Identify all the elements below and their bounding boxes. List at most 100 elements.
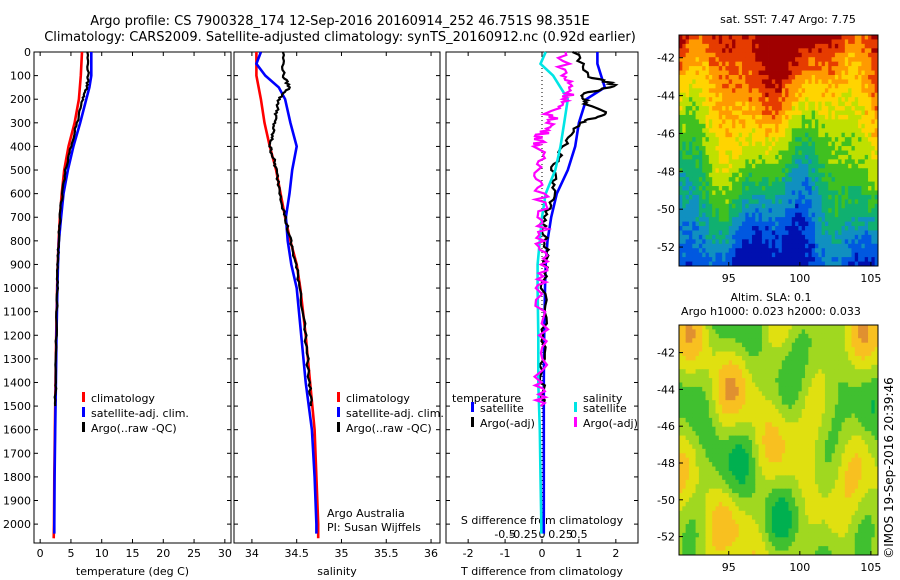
sst_map-cell [692, 48, 696, 54]
sla_map-cell [854, 435, 859, 441]
sla_map-cell [808, 355, 813, 361]
sla_map-cell [808, 400, 813, 406]
sla_map-cell [718, 386, 723, 392]
sst_map-cell [851, 132, 856, 138]
sst_map-cell [755, 150, 759, 156]
sst_map-cell [778, 88, 783, 94]
sst_map-cell [795, 208, 799, 214]
sst_map-cell [824, 194, 829, 200]
sla_map-cell [718, 325, 723, 330]
sla_map-cell [751, 369, 756, 375]
sla_map-cell [864, 431, 869, 436]
sst_map-cell [874, 150, 879, 156]
sst_map-cell [712, 123, 716, 129]
sla_map-cell [712, 369, 716, 375]
sst_map-cell [848, 92, 852, 98]
sst_map-cell [781, 181, 786, 187]
sst_map-cell [788, 110, 793, 116]
sla_map-cell [821, 378, 826, 383]
sla_map-cell [811, 422, 816, 428]
sst_map-cell [858, 243, 862, 249]
sla_map-cell [838, 426, 842, 432]
sst_map-cell [838, 217, 842, 222]
sst_map-cell [858, 97, 862, 103]
sst_map-cell [725, 257, 730, 262]
sst_map-cell [692, 181, 696, 187]
sla_map-cell [702, 364, 706, 370]
sst_map-cell [679, 141, 683, 147]
sst_map-cell [688, 92, 693, 98]
sst_map-cell [795, 70, 799, 76]
sla_map-cell [861, 333, 866, 339]
sst_map-cell [828, 252, 832, 258]
sst_map-cell [771, 123, 776, 129]
sla_map-cell [751, 355, 756, 361]
sla_map-cell [712, 333, 716, 339]
sst_map-cell [688, 74, 693, 80]
sst_map-cell [791, 230, 796, 236]
sst_map-cell [732, 137, 736, 143]
sla_map-cell [712, 373, 716, 379]
sla_map-cell [868, 404, 872, 410]
sst_map-cell [692, 83, 696, 89]
sst_map-cell [795, 199, 799, 205]
sla_map-cell [768, 400, 773, 406]
sla_map-cell [808, 435, 813, 441]
sst_map-cell [728, 61, 733, 67]
sst_map-cell [708, 70, 713, 76]
sla_map-cell [748, 342, 753, 348]
sst_map-cell [834, 252, 839, 258]
sst_map-cell [702, 74, 706, 80]
sla_map-cell [745, 360, 750, 366]
sla_map-cell [751, 373, 756, 379]
sst_map-cell [771, 83, 776, 89]
sst_map-cell [688, 39, 693, 45]
sla_map-cell [841, 333, 846, 339]
sla_map-cell [791, 360, 796, 366]
sla_map-cell [748, 395, 753, 401]
sla_map-cell [725, 351, 730, 357]
sst_map-cell [692, 186, 696, 191]
sst_map-cell [738, 239, 743, 245]
sst_map-cell [722, 239, 726, 245]
sst_map-cell [682, 221, 687, 227]
sst_map-cell [725, 137, 730, 143]
sst_map-cell [775, 261, 779, 267]
sst_map-cell [785, 257, 789, 262]
sst_map-cell [768, 106, 773, 111]
sst_map-cell [864, 123, 869, 129]
sst_map-cell [801, 43, 806, 49]
sst_map-cell [824, 146, 829, 151]
sla_map-cell [811, 360, 816, 366]
sla_map-cell [735, 333, 740, 339]
sla_map-cell [798, 382, 803, 388]
sst_map-cell [805, 243, 809, 249]
sst_map-cell [848, 154, 852, 160]
sst_map-cell [679, 132, 683, 138]
sst_map-cell [781, 208, 786, 214]
sla_map-cell [824, 431, 829, 436]
sst_map-cell [871, 70, 876, 76]
sst_map-cell [801, 83, 806, 89]
sla_map-cell [854, 417, 859, 423]
sst_map-cell [868, 66, 872, 71]
sla_map-cell [868, 329, 872, 335]
sst_map-cell [728, 217, 733, 222]
sst_map-cell [801, 199, 806, 205]
sst_map-cell [679, 57, 683, 63]
sst_map-cell [688, 203, 693, 209]
sst_map-cell [788, 257, 793, 262]
sst_map-cell [722, 66, 726, 71]
sla_map-cell [795, 351, 799, 357]
sst_map-cell [831, 208, 836, 214]
sst_map-cell [748, 97, 753, 103]
sst_map-cell [682, 132, 687, 138]
sst_map-cell [712, 194, 716, 200]
sst_map-cell [848, 168, 852, 174]
sla_map-cell [768, 355, 773, 361]
sst_map-cell [828, 150, 832, 156]
sst_map-cell [838, 181, 842, 187]
sla_map-cell [805, 360, 809, 366]
sla_map-cell [791, 404, 796, 410]
sst_map-cell [814, 230, 819, 236]
